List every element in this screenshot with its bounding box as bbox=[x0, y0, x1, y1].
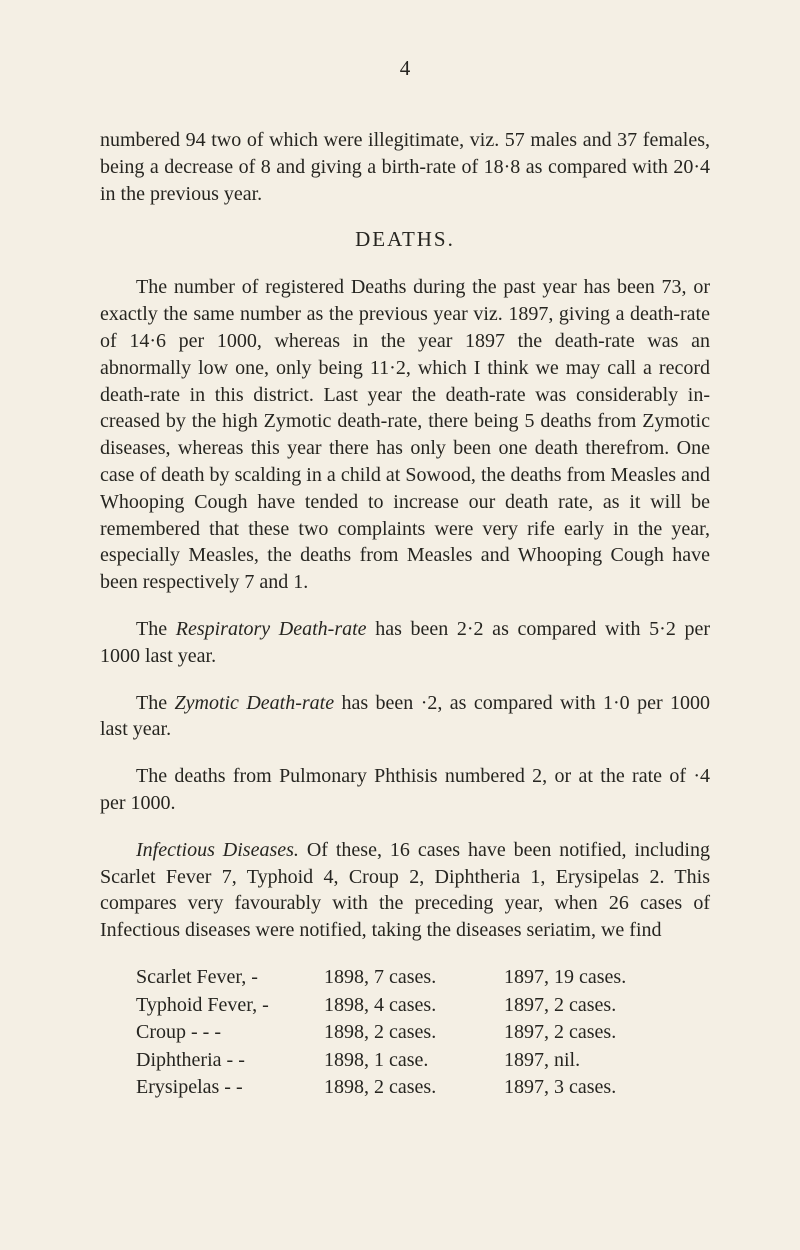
document-page: 4 numbered 94 two of which were illegiti… bbox=[0, 0, 800, 1250]
paragraph-infectious: Infectious Diseases. Of these, 16 cases … bbox=[100, 837, 710, 944]
table-cell-disease: Erysipelas - - bbox=[136, 1074, 324, 1102]
text-fragment: The bbox=[136, 618, 176, 640]
table-cell-disease: Diphtheria - - bbox=[136, 1047, 324, 1075]
table-cell-1897: 1897, 2 cases. bbox=[504, 1019, 616, 1047]
table-row: Typhoid Fever, - 1898, 4 cases. 1897, 2 … bbox=[136, 992, 710, 1020]
table-row: Erysipelas - - 1898, 2 cases. 1897, 3 ca… bbox=[136, 1074, 710, 1102]
table-row: Scarlet Fever, - 1898, 7 cases. 1897, 19… bbox=[136, 964, 710, 992]
paragraph-respiratory: The Respiratory Death-rate has been 2·2 … bbox=[100, 616, 710, 670]
table-cell-disease: Croup - - - bbox=[136, 1019, 324, 1047]
table-cell-1898: 1898, 1 case. bbox=[324, 1047, 504, 1075]
page-number: 4 bbox=[100, 56, 710, 81]
table-cell-1898: 1898, 2 cases. bbox=[324, 1019, 504, 1047]
table-cell-1897: 1897, nil. bbox=[504, 1047, 580, 1075]
table-cell-1898: 1898, 4 cases. bbox=[324, 992, 504, 1020]
paragraph-zymotic: The Zymotic Death-rate has been ·2, as c… bbox=[100, 690, 710, 744]
italic-zymotic-death-rate: Zymotic Death-rate bbox=[175, 692, 335, 714]
disease-table: Scarlet Fever, - 1898, 7 cases. 1897, 19… bbox=[136, 964, 710, 1102]
italic-respiratory-death-rate: Respiratory Death-rate bbox=[176, 618, 367, 640]
table-cell-disease: Scarlet Fever, - bbox=[136, 964, 324, 992]
table-cell-1898: 1898, 7 cases. bbox=[324, 964, 504, 992]
table-cell-1897: 1897, 2 cases. bbox=[504, 992, 616, 1020]
table-row: Diphtheria - - 1898, 1 case. 1897, nil. bbox=[136, 1047, 710, 1075]
paragraph-phthisis: The deaths from Pulmonary Phthisis numbe… bbox=[100, 763, 710, 817]
table-cell-disease: Typhoid Fever, - bbox=[136, 992, 324, 1020]
table-cell-1897: 1897, 19 cases. bbox=[504, 964, 626, 992]
deaths-heading: DEATHS. bbox=[100, 227, 710, 252]
paragraph-deaths-main: The number of registered Deaths during t… bbox=[100, 274, 710, 596]
table-row: Croup - - - 1898, 2 cases. 1897, 2 cases… bbox=[136, 1019, 710, 1047]
text-fragment: The bbox=[136, 692, 175, 714]
table-cell-1897: 1897, 3 cases. bbox=[504, 1074, 616, 1102]
paragraph-births-continued: numbered 94 two of which were illegitima… bbox=[100, 127, 710, 207]
table-cell-1898: 1898, 2 cases. bbox=[324, 1074, 504, 1102]
italic-infectious-diseases: Infectious Diseases. bbox=[136, 839, 299, 861]
